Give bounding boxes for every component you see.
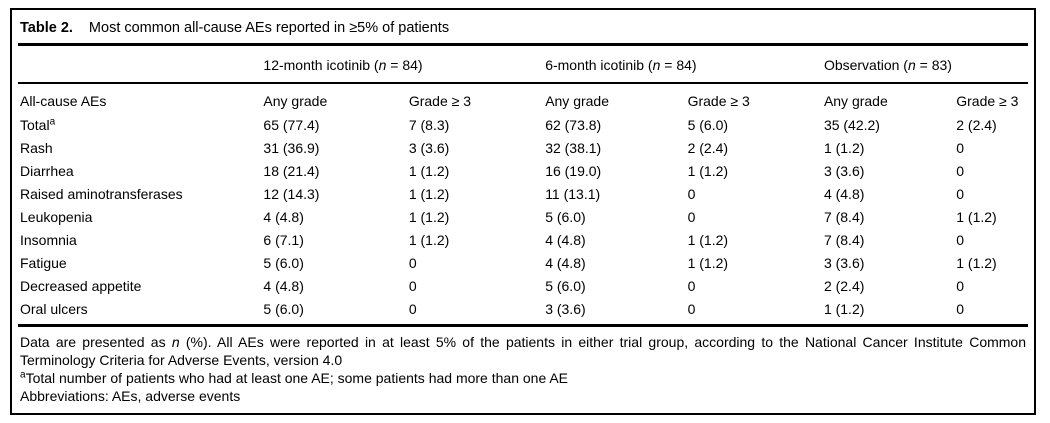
cell-value: 5 (6.0) <box>263 254 304 271</box>
cell-value: 1 (1.2) <box>687 254 729 271</box>
subheader-grade3: Grade ≥ 3 <box>956 93 1019 109</box>
cell-value: 0 <box>687 277 696 294</box>
group-header-12month: 12-month icotinib (n = 84) <box>261 46 544 84</box>
table-row: Raised aminotransferases 12 (14.3) 1 (1.2)… <box>18 182 1028 205</box>
cell-value: 62 (73.8) <box>545 116 602 133</box>
subheader-grade3: Grade ≥ 3 <box>408 93 472 109</box>
footnote-data-note: Data are presented as n (%). All AEs wer… <box>20 333 1026 368</box>
cell-value: 2 (2.4) <box>956 116 997 133</box>
cell-value: 0 <box>956 139 965 156</box>
cell-value: 4 (4.8) <box>823 185 865 202</box>
cell-value: 3 (3.6) <box>823 254 865 271</box>
cell-value: 1 (1.2) <box>823 300 865 317</box>
cell-value: 0 <box>956 300 965 317</box>
cell-value: 4 (4.8) <box>263 208 304 225</box>
table-row: Oral ulcers 5 (6.0) 0 3 (3.6) 0 1 (1.2) 0 <box>18 297 1028 324</box>
cell-value: 0 <box>956 277 965 294</box>
table-caption: Table 2. Most common all-cause AEs report… <box>18 10 1028 46</box>
cell-value: 4 (4.8) <box>545 231 586 248</box>
row-label: Fatigue <box>20 254 67 271</box>
cell-value: 5 (6.0) <box>545 277 586 294</box>
cell-value: 35 (42.2) <box>823 116 880 133</box>
table-row: Diarrhea 18 (21.4) 1 (1.2) 16 (19.0) 1 (1.2)… <box>18 159 1028 182</box>
table-row: Totala 65 (77.4) 7 (8.3) 62 (73.8) 5 (6.0) 35… <box>18 113 1028 136</box>
row-label: Leukopenia <box>20 208 93 225</box>
row-label: Decreased appetite <box>20 277 142 294</box>
cell-value: 1 (1.2) <box>408 162 450 179</box>
cell-value: 5 (6.0) <box>545 208 586 225</box>
subheader-row: All-cause AEs Any grade Grade ≥ 3 Any gr… <box>18 83 1028 113</box>
cell-value: 18 (21.4) <box>263 162 320 179</box>
footnotes: Data are presented as n (%). All AEs wer… <box>18 323 1028 413</box>
subheader-any-grade: Any grade <box>263 93 328 109</box>
cell-value: 0 <box>687 185 696 202</box>
cell-value: 32 (38.1) <box>545 139 602 156</box>
cell-value: 5 (6.0) <box>687 116 729 133</box>
cell-value: 4 (4.8) <box>545 254 586 271</box>
cell-value: 7 (8.4) <box>823 231 865 248</box>
cell-value: 16 (19.0) <box>545 162 602 179</box>
cell-value: 2 (2.4) <box>823 277 865 294</box>
footnote-total-note: aTotal number of patients who had at lea… <box>20 368 569 386</box>
cell-value: 3 (3.6) <box>545 300 586 317</box>
cell-value: 0 <box>408 300 417 317</box>
footnote-abbreviations: Abbreviations: AEs, adverse events <box>20 387 241 404</box>
cell-value: 1 (1.2) <box>408 208 450 225</box>
cell-value: 7 (8.4) <box>823 208 865 225</box>
subheader-any-grade: Any grade <box>823 93 888 109</box>
row-label: Rash <box>20 139 53 156</box>
row-label: Diarrhea <box>20 162 74 179</box>
table-row: Fatigue 5 (6.0) 0 4 (4.8) 1 (1.2) 3 (3.6) 1 (1… <box>18 251 1028 274</box>
cell-value: 1 (1.2) <box>408 185 450 202</box>
cell-value: 1 (1.2) <box>687 231 729 248</box>
cell-value: 0 <box>408 254 417 271</box>
cell-value: 3 (3.6) <box>408 139 450 156</box>
cell-value: 6 (7.1) <box>263 231 304 248</box>
cell-value: 11 (13.1) <box>545 185 601 202</box>
cell-value: 12 (14.3) <box>263 185 320 202</box>
cell-value: 5 (6.0) <box>263 300 304 317</box>
cell-value: 7 (8.3) <box>408 116 450 133</box>
cell-value: 3 (3.6) <box>823 162 865 179</box>
group-header-stub <box>18 46 262 84</box>
row-label: Raised aminotransferases <box>20 185 183 202</box>
cell-value: 4 (4.8) <box>263 277 304 294</box>
cell-value: 65 (77.4) <box>263 116 320 133</box>
row-label: Totala <box>20 115 56 133</box>
table-row: Decreased appetite 4 (4.8) 0 5 (6.0) 0 2 (2.4… <box>18 274 1028 297</box>
cell-value: 0 <box>956 162 965 179</box>
cell-value: 0 <box>956 185 965 202</box>
cell-value: 2 (2.4) <box>687 139 729 156</box>
table-row: Insomnia 6 (7.1) 1 (1.2) 4 (4.8) 1 (1.2) 7 (8… <box>18 228 1028 251</box>
cell-value: 1 (1.2) <box>956 254 997 271</box>
cell-value: 0 <box>956 231 965 248</box>
cell-value: 0 <box>408 277 417 294</box>
caption-label: Table 2. <box>20 20 73 36</box>
subheader-grade3: Grade ≥ 3 <box>687 93 750 109</box>
group-header-6month: 6-month icotinib (n = 84) <box>543 46 822 84</box>
table-row: Rash 31 (36.9) 3 (3.6) 32 (38.1) 2 (2.4) 1 (1… <box>18 136 1028 159</box>
cell-value: 1 (1.2) <box>956 208 997 225</box>
cell-value: 0 <box>687 300 696 317</box>
group-header-observation: Observation (n = 83) <box>821 46 1028 84</box>
cell-value: 0 <box>687 208 696 225</box>
stub-header: All-cause AEs <box>20 93 107 109</box>
subheader-any-grade: Any grade <box>545 93 610 109</box>
table-frame: Table 2. Most common all-cause AEs report… <box>10 8 1036 415</box>
group-header-row: 12-month icotinib (n = 84) 6-month icoti… <box>18 46 1028 84</box>
cell-value: 31 (36.9) <box>263 139 320 156</box>
table-body: Totala 65 (77.4) 7 (8.3) 62 (73.8) 5 (6.0) 35… <box>18 113 1028 324</box>
row-label: Insomnia <box>20 231 77 248</box>
cell-value: 1 (1.2) <box>823 139 865 156</box>
row-label: Oral ulcers <box>20 300 88 317</box>
table-row: Leukopenia 4 (4.8) 1 (1.2) 5 (6.0) 0 7 (8.4) 1… <box>18 205 1028 228</box>
caption-text: Most common all-cause AEs reported in ≥5… <box>88 20 450 36</box>
adverse-events-table: 12-month icotinib (n = 84) 6-month icoti… <box>18 46 1028 324</box>
cell-value: 1 (1.2) <box>408 231 450 248</box>
cell-value: 1 (1.2) <box>687 162 729 179</box>
